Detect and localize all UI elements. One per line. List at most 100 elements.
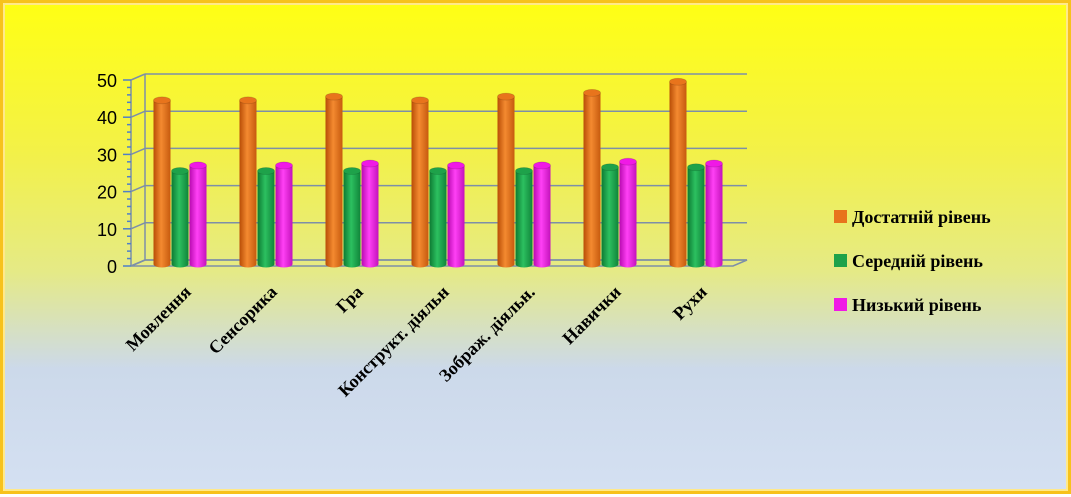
legend-label: Достатній рівень	[852, 207, 991, 227]
bar	[411, 96, 429, 268]
bar-body	[583, 92, 601, 264]
x-category-label: Сенсорика	[204, 282, 280, 358]
x-category-label: Гра	[332, 282, 367, 317]
bar-top	[411, 96, 429, 105]
bar-top	[257, 167, 275, 175]
bar	[669, 77, 687, 268]
chart-floor	[130, 259, 748, 267]
bar-body	[515, 171, 533, 264]
bar	[325, 92, 343, 268]
bar	[275, 161, 293, 268]
bar-base	[257, 260, 275, 268]
bar-body	[361, 163, 379, 264]
bar-body	[171, 171, 189, 264]
x-category-label: Рухи	[669, 282, 711, 324]
bar-top	[601, 163, 619, 172]
legend-item: Низький рівень	[834, 295, 982, 315]
bar-base	[343, 260, 361, 268]
bar-body	[239, 100, 257, 264]
bar-base	[447, 260, 465, 268]
y-tick-label: 10	[97, 220, 117, 240]
legend-swatch	[834, 210, 847, 223]
bar-top	[705, 159, 723, 168]
bar-top	[447, 161, 465, 170]
x-category-label: Навички	[558, 282, 624, 348]
bar	[447, 161, 465, 268]
bar	[171, 167, 189, 268]
bar-base	[171, 260, 189, 268]
bar-base	[361, 260, 379, 268]
bar-body	[343, 171, 361, 264]
y-tick-label: 40	[97, 108, 117, 128]
bar	[687, 163, 705, 268]
bar-base	[601, 260, 619, 268]
y-tick-label: 30	[97, 145, 117, 165]
bar	[189, 161, 207, 268]
bar	[497, 92, 515, 268]
bar-base	[275, 260, 293, 268]
gridline-connector	[130, 222, 146, 230]
bar-top	[239, 96, 257, 105]
bar-body	[533, 165, 551, 264]
bar-top	[583, 88, 601, 97]
bar-base	[687, 260, 705, 268]
bar-body	[447, 165, 465, 264]
gridline-connector	[130, 110, 146, 118]
bar-body	[429, 171, 447, 264]
bar-top	[325, 92, 343, 101]
bar-base	[669, 260, 687, 268]
bar-top	[497, 92, 515, 101]
bars-layer	[153, 77, 723, 268]
bar	[153, 96, 171, 268]
bar-base	[325, 260, 343, 268]
bar-top	[171, 167, 189, 175]
bar	[533, 161, 551, 268]
legend-swatch	[834, 254, 847, 267]
bar	[601, 163, 619, 268]
bar-top	[429, 167, 447, 175]
bar-base	[533, 260, 551, 268]
bar-base	[411, 260, 429, 268]
bar-top	[687, 163, 705, 172]
legend-item: Достатній рівень	[834, 207, 991, 227]
bar	[429, 167, 447, 268]
bar	[515, 167, 533, 268]
bar-body	[153, 100, 171, 264]
bar-body	[189, 165, 207, 264]
bar-base	[189, 260, 207, 268]
bar-base	[515, 260, 533, 268]
bar-body	[411, 100, 429, 264]
bar-base	[583, 260, 601, 268]
bar-top	[189, 161, 207, 170]
gridline-connector	[130, 184, 146, 193]
bar-body	[601, 167, 619, 264]
legend-swatch	[834, 298, 847, 311]
bar-top	[343, 167, 361, 175]
bar-top	[275, 161, 293, 170]
bar-top	[669, 77, 687, 86]
bar-base	[239, 260, 257, 268]
y-tick-label: 20	[97, 183, 117, 203]
bar-top	[515, 167, 533, 175]
bar-body	[705, 163, 723, 264]
bar-body	[669, 81, 687, 264]
bar-base	[619, 260, 637, 268]
bar-top	[533, 161, 551, 170]
legend-item: Середній рівень	[834, 251, 983, 271]
bar	[361, 159, 379, 268]
bar-top	[153, 96, 171, 105]
gridline-connector	[130, 73, 146, 81]
bar-top	[619, 157, 637, 166]
x-category-label: Мовлення	[122, 282, 195, 355]
bar	[705, 159, 723, 268]
bar-base	[705, 260, 723, 268]
gridline-connector	[130, 147, 146, 156]
legend: Достатній рівень Середній рівень Низький р…	[834, 207, 991, 315]
y-tick-label: 0	[107, 257, 117, 277]
legend-label: Низький рівень	[852, 295, 982, 315]
bar-body	[257, 171, 275, 264]
bar-base	[429, 260, 447, 268]
